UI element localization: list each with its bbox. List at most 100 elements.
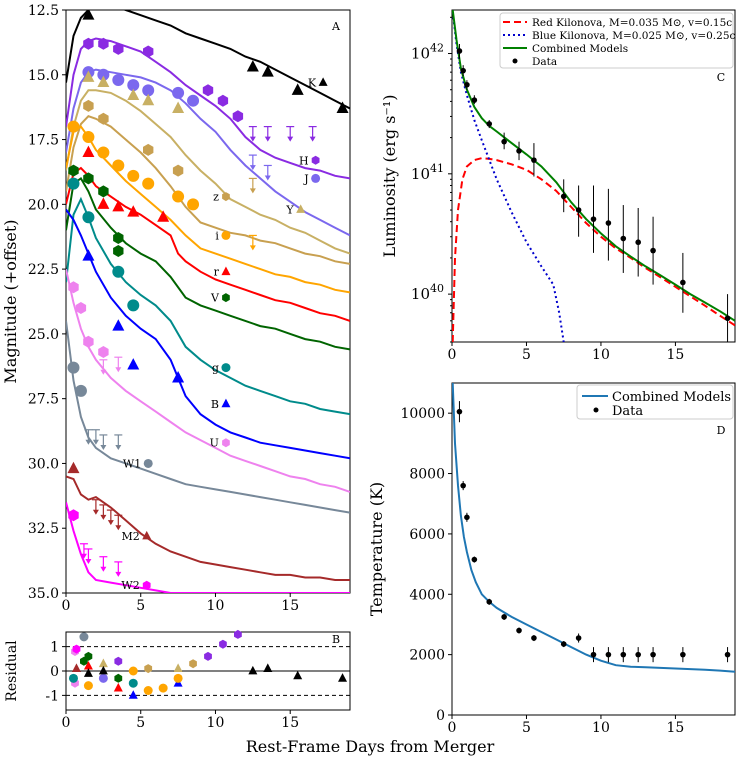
- panel-d-plot-area: [452, 383, 735, 673]
- data-point-v: [113, 245, 124, 257]
- data-point-h: [83, 37, 94, 50]
- band-label-marker-g: [221, 363, 231, 373]
- y-tick-label: -1: [45, 688, 59, 704]
- data-point-r: [157, 210, 170, 222]
- band-label-u: U: [210, 437, 219, 450]
- model-curve-v: [66, 176, 350, 351]
- data-point-z: [83, 99, 94, 112]
- band-label-g: g: [212, 362, 219, 375]
- data-point-r: [82, 145, 95, 158]
- x-tick-label: 0: [62, 598, 71, 614]
- upper-limit-arrowhead: [115, 571, 122, 577]
- band-label-m2: M2: [121, 530, 139, 543]
- residual-point: [98, 658, 108, 668]
- data-point-b: [172, 371, 185, 383]
- legend-box: [499, 12, 734, 69]
- x-tick-label: 10: [592, 347, 610, 363]
- band-label-i: i: [215, 229, 219, 242]
- band-label-marker-m2: [142, 530, 152, 540]
- y-tick-label: 0: [50, 664, 59, 680]
- series-w1: W1: [66, 320, 350, 514]
- x-tick-label: 10: [592, 720, 610, 736]
- band-label-b: B: [211, 398, 219, 411]
- upper-limit-z: [248, 177, 257, 194]
- upper-limit-w1: [99, 434, 108, 450]
- residual-point: [338, 673, 348, 682]
- upper-limit-m2: [106, 509, 115, 526]
- residual-point: [143, 686, 153, 695]
- upper-limit-j: [263, 164, 272, 181]
- residual-point: [158, 683, 168, 693]
- residual-point: [98, 665, 108, 675]
- upper-limit-arrowhead: [100, 514, 107, 520]
- legend-label: Blue Kilonova, M=0.025 M⊙, v=0.25c: [532, 30, 736, 42]
- y-tick-label: 6000: [409, 527, 445, 543]
- band-label-marker-b: [221, 398, 231, 408]
- data-point-v: [68, 164, 79, 177]
- residual-point: [144, 664, 153, 674]
- y-axis-label: Temperature (K): [367, 482, 386, 616]
- data-point-v: [113, 232, 124, 244]
- data-point-i: [172, 190, 185, 203]
- legend-marker: [512, 58, 518, 64]
- upper-limit-w2: [99, 556, 108, 572]
- data-point-y: [82, 70, 95, 82]
- data-point-z: [143, 143, 154, 156]
- data-point-h: [143, 45, 154, 58]
- upper-limit-arrowhead: [80, 553, 87, 559]
- data-point-h: [232, 110, 244, 123]
- data-point-y: [172, 101, 185, 113]
- data-point: [590, 651, 597, 658]
- band-label-w1: W1: [123, 457, 141, 470]
- model-curve-r: [66, 166, 350, 322]
- upper-limit-j: [248, 154, 257, 171]
- data-point: [516, 148, 522, 154]
- data-point-k: [97, 0, 109, 9]
- series-g: g: [66, 177, 350, 416]
- x-tick-label: 10: [207, 715, 225, 731]
- series-j: J: [66, 66, 350, 237]
- residual-point: [84, 651, 93, 661]
- legend-label: Red Kilonova, M=0.035 M⊙, v=0.15c: [532, 17, 732, 29]
- data-point: [501, 138, 507, 145]
- data-point-u: [83, 335, 94, 348]
- y-axis-label: Residual: [4, 640, 20, 702]
- y-tick-label: 1: [50, 640, 59, 656]
- upper-limit-arrowhead: [264, 175, 271, 181]
- data-point: [471, 556, 478, 563]
- panel-label: A: [331, 20, 341, 33]
- residual-point: [173, 673, 183, 683]
- data-point: [590, 216, 597, 222]
- x-tick-label: 15: [281, 598, 299, 614]
- y-tick-label: 8000: [409, 467, 445, 483]
- y-tick-label: 4000: [409, 587, 445, 603]
- upper-limit-w2: [79, 543, 88, 559]
- upper-limit-h: [248, 125, 257, 142]
- band-label-z: z: [213, 191, 219, 204]
- data-point: [560, 193, 567, 200]
- model-curve-y: [66, 89, 350, 255]
- data-point-k: [291, 83, 304, 95]
- data-point: [531, 635, 537, 641]
- band-label-marker-v: [222, 293, 230, 303]
- y-tick-label: 0: [436, 708, 445, 724]
- model-curve-w1: [66, 320, 350, 514]
- series-h: H: [66, 37, 350, 180]
- data-point-k: [336, 101, 349, 113]
- data-point-v: [83, 172, 94, 185]
- panel-a-light-curves: 0 5 10 15 12.5 15.0 17.5 20.0 22.5 25.0 27.5 30.0 32…: [1, 0, 351, 614]
- upper-limit-arrowhead: [287, 136, 294, 142]
- data-point: [680, 651, 686, 658]
- upper-limit-arrowhead: [115, 367, 122, 373]
- upper-limit-arrowhead: [85, 439, 92, 445]
- residual-point: [204, 651, 212, 661]
- data-point: [456, 408, 463, 415]
- y-tick-label: 30.0: [28, 456, 59, 472]
- data-point: [464, 81, 470, 88]
- panel-label: C: [717, 71, 725, 84]
- data-point-h: [113, 42, 124, 55]
- data-point-i: [82, 130, 95, 143]
- data-point-k: [82, 10, 95, 20]
- band-label-h: H: [299, 154, 309, 167]
